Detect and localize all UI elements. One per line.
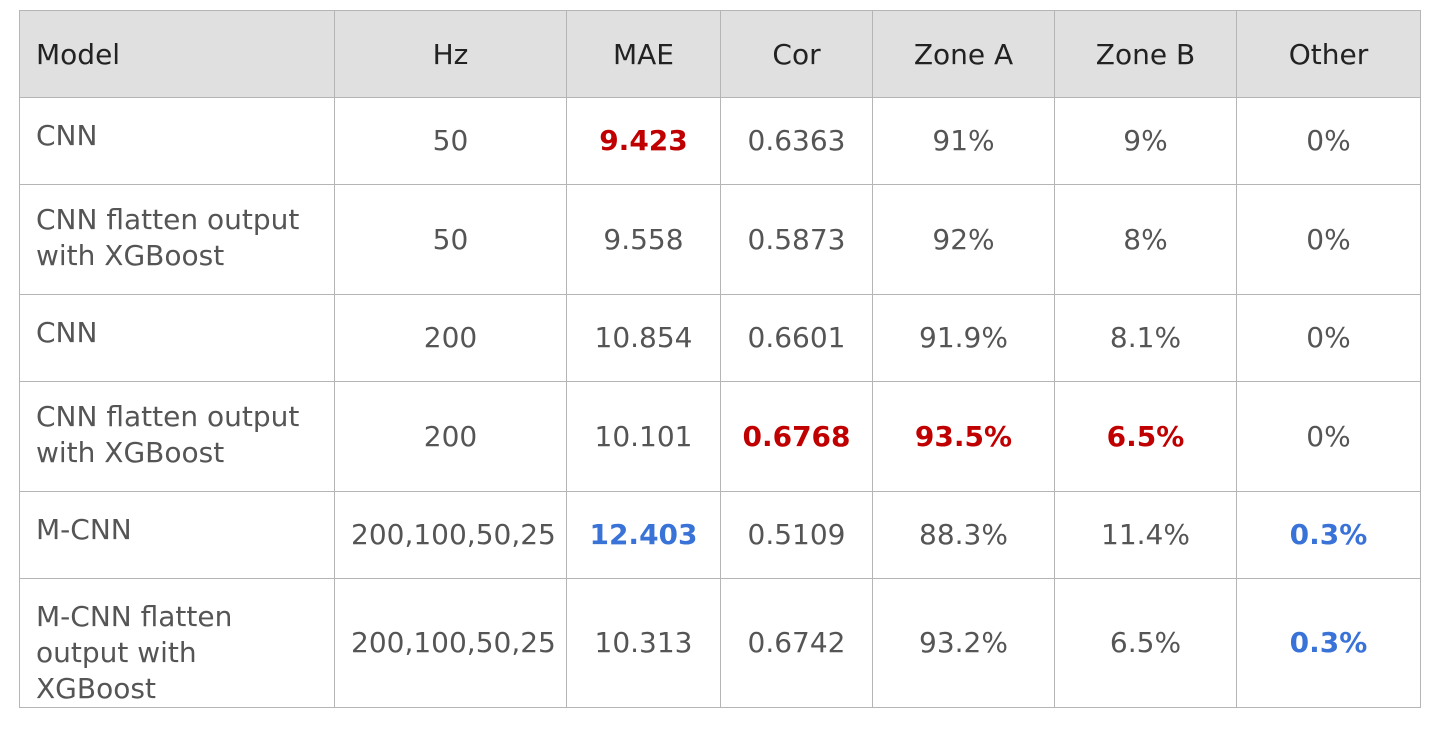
header-row: Model Hz MAE Cor Zone A Zone B Other — [19, 10, 1421, 98]
header-zone-a: Zone A — [872, 10, 1055, 98]
model-cell: CNN — [19, 97, 335, 185]
cor-cell: 0.5109 — [720, 491, 873, 579]
other-cell: 0% — [1236, 381, 1421, 492]
zone-a-cell: 93.5% — [872, 381, 1055, 492]
other-cell: 0% — [1236, 184, 1421, 295]
other-cell: 0% — [1236, 294, 1421, 382]
hz-cell: 50 — [334, 97, 567, 185]
model-cell: CNN flatten output with XGBoost — [19, 184, 335, 295]
cor-cell: 0.6742 — [720, 578, 873, 708]
table-row: CNN flatten output with XGBoost 50 9.558… — [19, 184, 1421, 295]
table-row: M-CNN flatten output with XGBoost 200,10… — [19, 578, 1421, 708]
model-cell: M-CNN flatten output with XGBoost — [19, 578, 335, 708]
zone-a-cell: 88.3% — [872, 491, 1055, 579]
header-zone-b: Zone B — [1054, 10, 1237, 98]
other-cell: 0% — [1236, 97, 1421, 185]
other-cell: 0.3% — [1236, 491, 1421, 579]
zone-a-cell: 91% — [872, 97, 1055, 185]
hz-cell: 200 — [334, 381, 567, 492]
cor-cell: 0.5873 — [720, 184, 873, 295]
zone-b-cell: 6.5% — [1054, 381, 1237, 492]
header-model: Model — [19, 10, 335, 98]
model-cell: CNN — [19, 294, 335, 382]
zone-a-cell: 92% — [872, 184, 1055, 295]
table-row: CNN 200 10.854 0.6601 91.9% 8.1% 0% — [19, 294, 1421, 382]
mae-cell: 10.101 — [566, 381, 721, 492]
zone-a-cell: 93.2% — [872, 578, 1055, 708]
cor-cell: 0.6601 — [720, 294, 873, 382]
results-table: Model Hz MAE Cor Zone A Zone B Other CNN… — [19, 10, 1421, 708]
table-row: CNN 50 9.423 0.6363 91% 9% 0% — [19, 97, 1421, 185]
zone-b-cell: 9% — [1054, 97, 1237, 185]
hz-cell: 200 — [334, 294, 567, 382]
table-row: CNN flatten output with XGBoost 200 10.1… — [19, 381, 1421, 492]
model-cell: M-CNN — [19, 491, 335, 579]
other-cell: 0.3% — [1236, 578, 1421, 708]
zone-a-cell: 91.9% — [872, 294, 1055, 382]
zone-b-cell: 8% — [1054, 184, 1237, 295]
header-mae: MAE — [566, 10, 721, 98]
hz-cell: 200,100,50,25 — [334, 491, 567, 579]
cor-cell: 0.6363 — [720, 97, 873, 185]
cor-cell: 0.6768 — [720, 381, 873, 492]
mae-cell: 10.313 — [566, 578, 721, 708]
mae-cell: 9.423 — [566, 97, 721, 185]
hz-cell: 200,100,50,25 — [334, 578, 567, 708]
table-row: M-CNN 200,100,50,25 12.403 0.5109 88.3% … — [19, 491, 1421, 579]
mae-cell: 10.854 — [566, 294, 721, 382]
hz-cell: 50 — [334, 184, 567, 295]
header-other: Other — [1236, 10, 1421, 98]
mae-cell: 12.403 — [566, 491, 721, 579]
zone-b-cell: 8.1% — [1054, 294, 1237, 382]
table-header: Model Hz MAE Cor Zone A Zone B Other — [19, 10, 1421, 98]
table-body: CNN 50 9.423 0.6363 91% 9% 0% CNN flatte… — [19, 97, 1421, 708]
zone-b-cell: 11.4% — [1054, 491, 1237, 579]
model-cell: CNN flatten output with XGBoost — [19, 381, 335, 492]
header-hz: Hz — [334, 10, 567, 98]
zone-b-cell: 6.5% — [1054, 578, 1237, 708]
mae-cell: 9.558 — [566, 184, 721, 295]
header-cor: Cor — [720, 10, 873, 98]
